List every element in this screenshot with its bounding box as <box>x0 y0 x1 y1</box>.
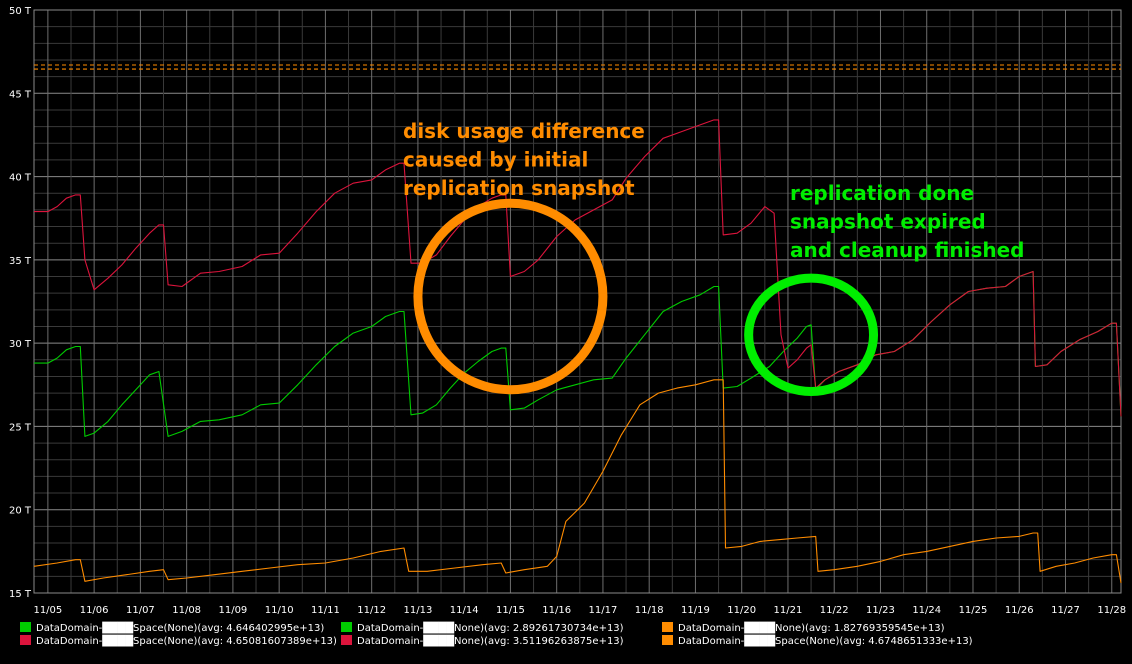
annotation-text-done: replication done <box>790 181 974 205</box>
legend-swatch <box>20 622 31 632</box>
legend-label: DataDomain-████None)(avg: 2.89261730734e… <box>357 621 624 634</box>
x-tick-label: 11/08 <box>172 605 201 616</box>
y-tick-label: 20 T <box>9 506 32 517</box>
x-tick-label: 11/26 <box>1005 605 1034 616</box>
y-tick-label: 35 T <box>9 256 32 267</box>
grid <box>33 9 1122 594</box>
x-tick-label: 11/23 <box>866 605 895 616</box>
legend: DataDomain-████Space(None)(avg: 4.646402… <box>20 621 973 647</box>
x-tick-label: 11/27 <box>1051 605 1080 616</box>
y-tick-label: 30 T <box>9 339 32 350</box>
x-tick-label: 11/24 <box>912 605 941 616</box>
x-tick-label: 11/06 <box>80 605 109 616</box>
x-tick-label: 11/15 <box>496 605 525 616</box>
annotation-circle-done <box>744 273 879 396</box>
legend-label: DataDomain-████Space(None)(avg: 4.646402… <box>36 621 324 634</box>
annotation-text-done: and cleanup finished <box>790 238 1024 262</box>
x-tick-label: 11/07 <box>126 605 155 616</box>
legend-swatch <box>341 635 352 645</box>
annotations: disk usage difference caused by initial re… <box>403 119 1024 396</box>
x-tick-label: 11/18 <box>635 605 664 616</box>
x-tick-label: 11/14 <box>450 605 479 616</box>
y-tick-label: 45 T <box>9 89 32 100</box>
y-tick-label: 40 T <box>9 173 32 184</box>
y-tick-label: 50 T <box>9 6 32 17</box>
annotation-circle-difference <box>413 198 608 395</box>
x-tick-label: 11/28 <box>1097 605 1126 616</box>
legend-label: DataDomain-████Space(None)(avg: 4.674865… <box>678 634 973 647</box>
annotation-text-difference: disk usage difference <box>403 119 645 143</box>
x-tick-label: 11/22 <box>820 605 849 616</box>
x-tick-label: 11/09 <box>218 605 247 616</box>
y-tick-label: 15 T <box>9 589 32 600</box>
legend-swatch <box>662 622 673 632</box>
x-tick-label: 11/12 <box>357 605 386 616</box>
legend-label: DataDomain-████None)(avg: 1.82769359545e… <box>678 621 945 634</box>
x-tick-label: 11/10 <box>265 605 294 616</box>
legend-label: DataDomain-████None)(avg: 3.51196263875e… <box>357 634 624 647</box>
annotation-text-difference: replication snapshot <box>403 176 635 200</box>
x-tick-label: 11/11 <box>311 605 340 616</box>
x-tick-label: 11/25 <box>959 605 988 616</box>
legend-swatch <box>20 635 31 645</box>
x-tick-label: 11/13 <box>404 605 433 616</box>
x-tick-label: 11/20 <box>727 605 756 616</box>
x-tick-label: 11/05 <box>33 605 62 616</box>
x-tick-label: 11/17 <box>589 605 618 616</box>
y-axis-ticks: 15 T 20 T 25 T 30 T 35 T 40 T 45 T 50 T <box>9 6 32 600</box>
series-lines <box>33 64 1122 584</box>
plot-frame <box>33 9 1122 594</box>
legend-swatch <box>341 622 352 632</box>
series-line-orange-used <box>33 379 1122 584</box>
series-line-red-used <box>34 119 1122 417</box>
x-tick-label: 11/16 <box>542 605 571 616</box>
legend-swatch <box>662 635 673 645</box>
legend-label: DataDomain-████Space(None)(avg: 4.650816… <box>36 634 337 647</box>
x-tick-label: 11/19 <box>681 605 710 616</box>
annotation-text-difference: caused by initial <box>403 148 588 172</box>
x-axis-ticks: 11/05 11/06 11/07 11/08 11/09 11/10 11/11 11/12… <box>33 605 1126 616</box>
annotation-text-done: snapshot expired <box>790 210 986 234</box>
y-tick-label: 25 T <box>9 422 32 433</box>
x-tick-label: 11/21 <box>774 605 803 616</box>
